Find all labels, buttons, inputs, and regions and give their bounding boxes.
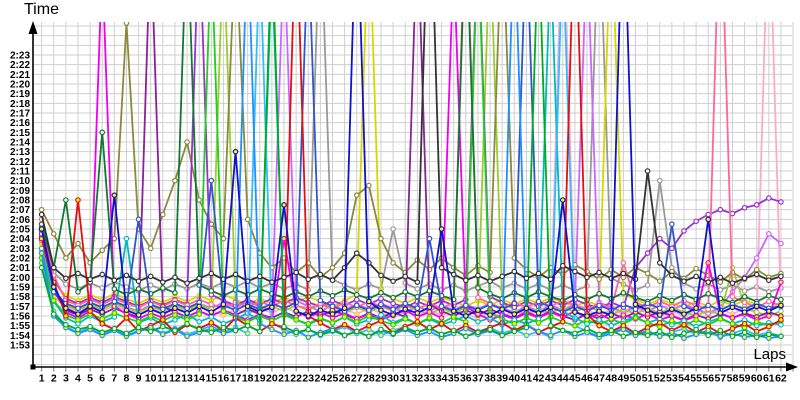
svg-text:23: 23 [302, 373, 314, 385]
svg-text:2:13: 2:13 [10, 147, 30, 158]
svg-text:10: 10 [145, 373, 157, 385]
svg-text:40: 40 [508, 373, 520, 385]
svg-text:8: 8 [124, 373, 130, 385]
svg-text:2:03: 2:03 [10, 244, 30, 255]
svg-text:2: 2 [51, 373, 57, 385]
svg-text:30: 30 [387, 373, 399, 385]
svg-text:2:00: 2:00 [10, 273, 30, 284]
svg-text:32: 32 [411, 373, 423, 385]
svg-text:49: 49 [618, 373, 630, 385]
svg-text:1: 1 [39, 373, 45, 385]
svg-text:37: 37 [472, 373, 484, 385]
svg-text:20: 20 [266, 373, 278, 385]
svg-text:3: 3 [63, 373, 69, 385]
x-axis-title: Laps [753, 346, 786, 363]
svg-text:2:05: 2:05 [10, 225, 30, 236]
svg-text:44: 44 [557, 373, 569, 385]
svg-text:2:15: 2:15 [10, 128, 30, 139]
svg-text:57: 57 [714, 373, 726, 385]
svg-text:2:17: 2:17 [10, 109, 30, 120]
svg-text:2:06: 2:06 [10, 215, 30, 226]
svg-text:25: 25 [327, 373, 339, 385]
svg-text:9: 9 [136, 373, 142, 385]
svg-text:2:08: 2:08 [10, 196, 30, 207]
svg-text:27: 27 [351, 373, 363, 385]
svg-text:2:20: 2:20 [10, 80, 30, 91]
svg-text:6: 6 [99, 373, 105, 385]
svg-text:2:07: 2:07 [10, 205, 30, 216]
svg-text:33: 33 [424, 373, 436, 385]
svg-text:62: 62 [775, 373, 787, 385]
svg-text:48: 48 [605, 373, 617, 385]
svg-text:2:10: 2:10 [10, 176, 30, 187]
svg-text:1:59: 1:59 [10, 283, 30, 294]
svg-text:60: 60 [751, 373, 763, 385]
svg-text:21: 21 [278, 373, 290, 385]
svg-text:45: 45 [569, 373, 581, 385]
svg-text:36: 36 [460, 373, 472, 385]
svg-text:28: 28 [363, 373, 375, 385]
svg-text:24: 24 [315, 373, 327, 385]
svg-text:41: 41 [521, 373, 533, 385]
svg-text:56: 56 [702, 373, 714, 385]
svg-text:2:23: 2:23 [10, 51, 30, 62]
svg-text:53: 53 [666, 373, 678, 385]
svg-text:1:58: 1:58 [10, 292, 30, 303]
svg-text:2:11: 2:11 [11, 167, 31, 178]
svg-text:11: 11 [157, 373, 168, 385]
svg-text:58: 58 [727, 373, 739, 385]
svg-text:46: 46 [581, 373, 593, 385]
svg-text:2:12: 2:12 [10, 157, 30, 168]
svg-text:1:53: 1:53 [10, 341, 30, 352]
svg-text:26: 26 [339, 373, 351, 385]
svg-text:1:54: 1:54 [10, 331, 30, 342]
svg-text:1:56: 1:56 [10, 312, 30, 323]
svg-text:2:21: 2:21 [10, 70, 30, 81]
svg-text:54: 54 [678, 373, 690, 385]
svg-text:29: 29 [375, 373, 387, 385]
svg-text:1:55: 1:55 [10, 321, 30, 332]
svg-text:5: 5 [87, 373, 93, 385]
svg-text:2:16: 2:16 [10, 118, 30, 129]
svg-text:16: 16 [218, 373, 230, 385]
svg-text:19: 19 [254, 373, 266, 385]
svg-text:2:22: 2:22 [10, 60, 30, 71]
svg-text:61: 61 [763, 373, 775, 385]
svg-text:35: 35 [448, 373, 460, 385]
svg-text:1:57: 1:57 [10, 302, 30, 313]
svg-text:2:14: 2:14 [10, 138, 30, 149]
svg-text:31: 31 [399, 373, 411, 385]
y-axis-title: Time [24, 1, 59, 18]
svg-text:7: 7 [111, 373, 117, 385]
svg-text:47: 47 [593, 373, 605, 385]
svg-text:55: 55 [690, 373, 702, 385]
svg-text:50: 50 [630, 373, 642, 385]
svg-text:14: 14 [193, 373, 205, 385]
svg-text:38: 38 [484, 373, 496, 385]
svg-text:2:01: 2:01 [10, 263, 30, 274]
svg-text:42: 42 [533, 373, 545, 385]
svg-text:13: 13 [181, 373, 193, 385]
svg-text:39: 39 [496, 373, 508, 385]
svg-text:59: 59 [739, 373, 751, 385]
svg-text:4: 4 [75, 373, 81, 385]
svg-text:34: 34 [436, 373, 448, 385]
svg-text:2:18: 2:18 [10, 99, 30, 110]
svg-text:43: 43 [545, 373, 557, 385]
svg-text:2:09: 2:09 [10, 186, 30, 197]
svg-text:18: 18 [242, 373, 254, 385]
svg-text:17: 17 [230, 373, 242, 385]
svg-text:2:04: 2:04 [10, 234, 30, 245]
svg-text:51: 51 [642, 373, 654, 385]
svg-text:52: 52 [654, 373, 666, 385]
svg-text:2:02: 2:02 [10, 254, 30, 265]
svg-text:2:19: 2:19 [10, 89, 30, 100]
svg-text:15: 15 [205, 373, 217, 385]
svg-text:12: 12 [169, 373, 181, 385]
svg-text:22: 22 [290, 373, 302, 385]
